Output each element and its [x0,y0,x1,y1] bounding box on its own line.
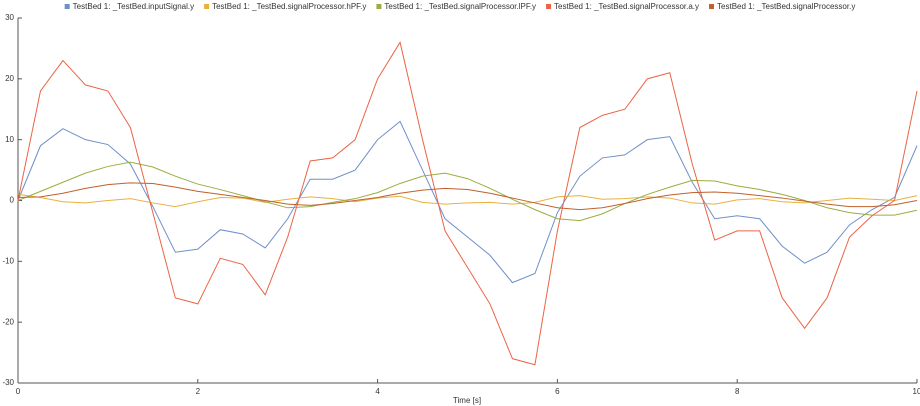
x-tick-label: 4 [375,387,380,396]
series-line [17,41,918,366]
legend: TestBed 1: _TestBed.inputSignal.y TestBed… [64,2,855,11]
legend-label: TestBed 1: _TestBed.inputSignal.y [73,2,194,11]
y-tick-label: -20 [2,317,14,326]
y-tick-label: 10 [5,135,14,144]
series-line [17,120,918,284]
legend-swatch [64,4,70,9]
legend-label: TestBed 1: _TestBed.signalProcessor.y [717,2,855,11]
x-tick-label: 0 [16,387,21,396]
x-axis-label: Time [s] [453,396,481,405]
legend-swatch [546,4,552,9]
legend-swatch [709,4,715,9]
legend-swatch [376,4,382,9]
series-line [17,182,918,211]
y-tick-label: -30 [2,378,14,387]
y-tick-label: 0 [10,196,15,205]
x-tick-label: 2 [196,387,201,396]
legend-label: TestBed 1: _TestBed.signalProcessor.lPF.… [384,2,536,11]
x-tick-label: 10 [913,387,920,396]
x-tick-label: 8 [735,387,740,396]
legend-swatch [204,4,210,9]
legend-label: TestBed 1: _TestBed.signalProcessor.hPF.… [212,2,366,11]
x-tick-label: 6 [555,387,560,396]
y-tick-label: 20 [5,74,14,83]
legend-label: TestBed 1: _TestBed.signalProcessor.a.y [554,2,699,11]
y-tick-label: 30 [5,13,14,22]
series-line [17,161,918,222]
y-tick-label: -10 [2,256,14,265]
series-line [17,193,918,208]
